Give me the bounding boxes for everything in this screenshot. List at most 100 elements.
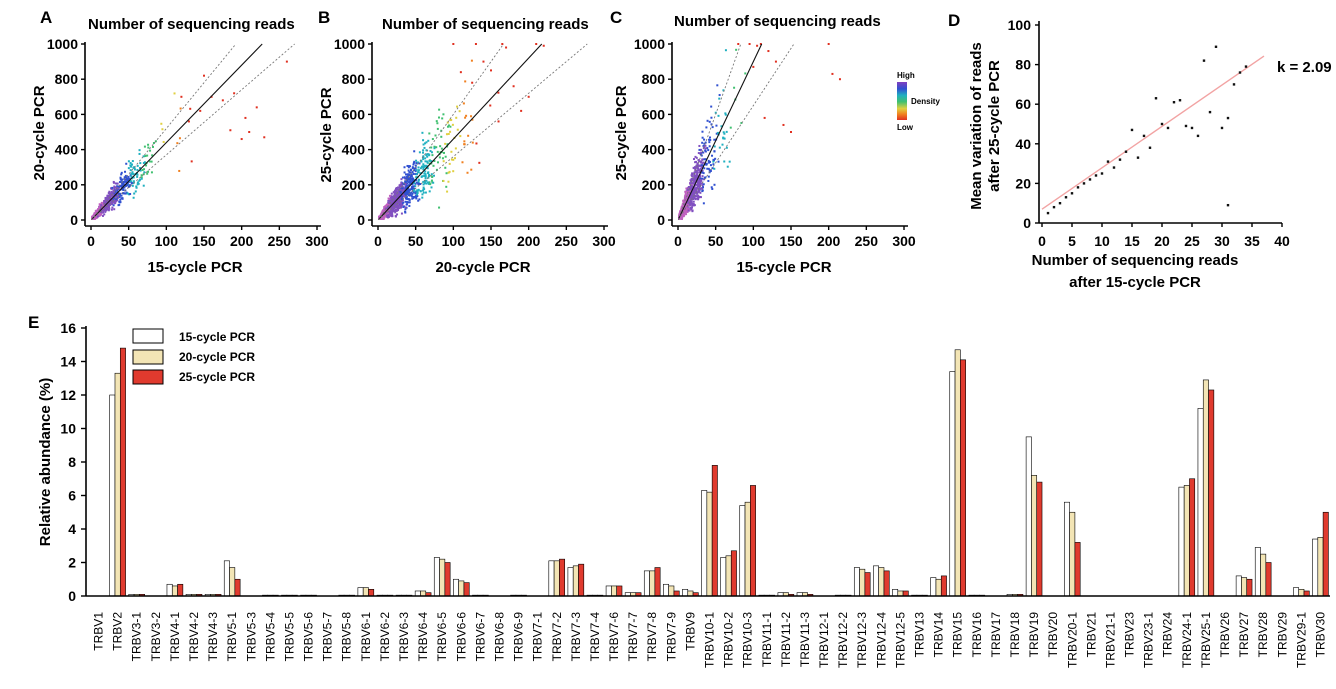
scatter-point bbox=[430, 179, 433, 182]
legend-swatch-20-cycle bbox=[132, 349, 164, 365]
scatter-point bbox=[386, 210, 389, 213]
scatter-point bbox=[397, 194, 400, 197]
panel-d-x-label-line1: Number of sequencing reads bbox=[1032, 252, 1239, 269]
scatter-point bbox=[701, 171, 704, 174]
scatter-point bbox=[400, 184, 403, 187]
bar bbox=[1031, 475, 1038, 597]
scatter-point bbox=[426, 167, 429, 170]
scatter-point bbox=[391, 197, 394, 200]
scatter-point bbox=[389, 204, 392, 207]
scatter-point bbox=[411, 171, 414, 174]
category-label: TRBV12-2 bbox=[836, 612, 850, 668]
x-tick-label: 300 bbox=[305, 233, 329, 249]
scatter-point bbox=[111, 186, 114, 189]
scatter-point bbox=[404, 211, 407, 214]
scatter-point bbox=[702, 172, 705, 175]
scatter-point bbox=[117, 195, 120, 198]
scatter-point bbox=[722, 131, 725, 134]
scatter-point bbox=[710, 123, 713, 126]
scatter-point bbox=[422, 158, 425, 161]
panel-d-annotation: k = 2.09 bbox=[1277, 59, 1332, 76]
x-tick-label: 20 bbox=[1154, 233, 1170, 249]
scatter-point bbox=[407, 166, 410, 169]
density-low-label: Low bbox=[897, 123, 914, 132]
scatter-point bbox=[698, 160, 701, 163]
scatter-point bbox=[136, 175, 139, 178]
scatter-point bbox=[404, 208, 407, 211]
panel-a: A Number of sequencing reads 0 50 100 150 20… bbox=[31, 8, 329, 276]
scatter-point bbox=[114, 200, 117, 203]
scatter-point bbox=[701, 151, 704, 154]
scatter-point bbox=[104, 201, 107, 204]
scatter-outlier bbox=[187, 120, 190, 123]
scatter-point bbox=[422, 151, 425, 154]
scatter-point bbox=[121, 192, 124, 195]
scatter-point bbox=[689, 203, 692, 206]
y-tick-label: 400 bbox=[55, 142, 79, 158]
scatter-point bbox=[100, 207, 103, 210]
scatter-point bbox=[110, 201, 113, 204]
scatter-point bbox=[91, 219, 94, 220]
scatter-point bbox=[384, 215, 387, 218]
bar bbox=[109, 394, 116, 597]
scatter-point bbox=[402, 201, 405, 204]
scatter-point bbox=[396, 209, 399, 212]
scatter-point bbox=[682, 204, 685, 207]
scatter-outlier bbox=[248, 131, 251, 133]
scatter-point bbox=[398, 198, 401, 201]
scatter-point bbox=[94, 217, 97, 220]
scatter-point bbox=[427, 139, 430, 142]
scatter-point bbox=[422, 167, 425, 170]
scatter-point bbox=[131, 163, 134, 166]
scatter-point bbox=[693, 192, 696, 195]
x-tick-label: 25 bbox=[1184, 233, 1200, 249]
panel-b-y-label: 25-cycle PCR bbox=[318, 87, 335, 182]
scatter-point bbox=[409, 182, 412, 185]
scatter-point bbox=[704, 141, 707, 144]
scatter-point bbox=[395, 191, 398, 194]
scatter-point bbox=[400, 181, 403, 184]
scatter-point bbox=[691, 182, 694, 185]
scatter-point bbox=[413, 160, 416, 163]
y-tick-label: 2 bbox=[68, 555, 76, 571]
scatter-outlier bbox=[263, 136, 266, 139]
scatter-point bbox=[403, 166, 406, 169]
scatter-point bbox=[120, 178, 123, 181]
bar bbox=[940, 575, 947, 597]
scatter-point bbox=[691, 202, 694, 205]
scatter-point bbox=[400, 188, 403, 191]
category-label: TRBV6-3 bbox=[397, 612, 411, 662]
scatter-points bbox=[678, 43, 841, 220]
scatter-point bbox=[697, 169, 700, 172]
scatter-point bbox=[1166, 126, 1170, 130]
y-tick-label: 0 bbox=[657, 212, 665, 228]
scatter-point bbox=[113, 201, 116, 204]
scatter-point bbox=[415, 181, 418, 184]
bar bbox=[1254, 547, 1261, 597]
category-label: TRBV7-3 bbox=[569, 612, 583, 662]
category-label: TRBV3-1 bbox=[130, 612, 144, 662]
bar bbox=[864, 572, 871, 597]
scatter-point bbox=[111, 206, 114, 209]
scatter-point bbox=[410, 191, 413, 194]
panel-a-y-label: 20-cycle PCR bbox=[31, 85, 48, 180]
scatter-point bbox=[418, 162, 421, 165]
scatter-point bbox=[138, 152, 141, 155]
scatter-point bbox=[448, 170, 451, 173]
category-label: TRBV7-7 bbox=[626, 612, 640, 662]
x-tick-label: 50 bbox=[408, 233, 424, 249]
scatter-point bbox=[708, 120, 711, 123]
scatter-outlier bbox=[452, 43, 455, 45]
panel-b-title: Number of sequencing reads bbox=[382, 16, 589, 33]
bar bbox=[458, 580, 465, 597]
scatter-outlier bbox=[520, 109, 523, 112]
panel-letter-b: B bbox=[318, 8, 330, 27]
category-label: TRBV7-4 bbox=[588, 612, 602, 662]
scatter-point bbox=[396, 196, 399, 199]
x-tick-label: 35 bbox=[1244, 233, 1260, 249]
scatter-point bbox=[390, 196, 393, 199]
scatter-point bbox=[447, 171, 450, 174]
scatter-point bbox=[689, 201, 692, 204]
scatter-point bbox=[461, 161, 464, 164]
category-label: TRBV6-9 bbox=[512, 612, 526, 662]
